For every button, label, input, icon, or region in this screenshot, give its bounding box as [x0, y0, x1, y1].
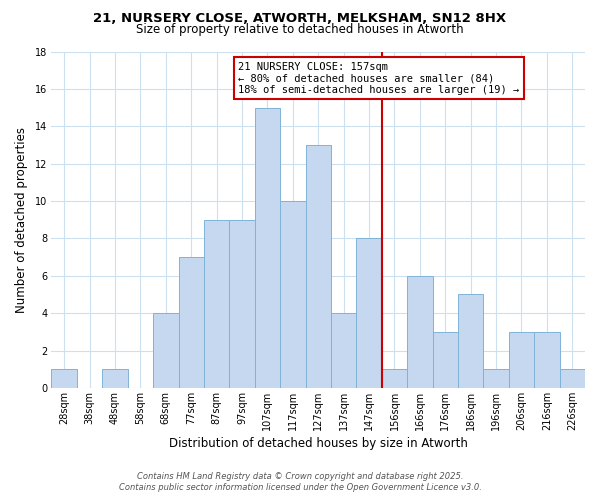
Bar — [153, 313, 179, 388]
Bar — [305, 145, 331, 388]
Y-axis label: Number of detached properties: Number of detached properties — [15, 126, 28, 312]
Bar — [458, 294, 484, 388]
Bar — [255, 108, 280, 388]
Bar — [560, 369, 585, 388]
X-axis label: Distribution of detached houses by size in Atworth: Distribution of detached houses by size … — [169, 437, 467, 450]
Bar — [484, 369, 509, 388]
Bar — [407, 276, 433, 388]
Bar — [280, 201, 305, 388]
Bar — [331, 313, 356, 388]
Bar — [179, 257, 204, 388]
Bar — [52, 369, 77, 388]
Bar — [102, 369, 128, 388]
Bar — [229, 220, 255, 388]
Bar — [356, 238, 382, 388]
Text: 21 NURSERY CLOSE: 157sqm
← 80% of detached houses are smaller (84)
18% of semi-d: 21 NURSERY CLOSE: 157sqm ← 80% of detach… — [238, 62, 520, 95]
Text: Contains HM Land Registry data © Crown copyright and database right 2025.
Contai: Contains HM Land Registry data © Crown c… — [119, 472, 481, 492]
Bar — [534, 332, 560, 388]
Bar — [433, 332, 458, 388]
Text: Size of property relative to detached houses in Atworth: Size of property relative to detached ho… — [136, 22, 464, 36]
Bar — [204, 220, 229, 388]
Bar — [509, 332, 534, 388]
Text: 21, NURSERY CLOSE, ATWORTH, MELKSHAM, SN12 8HX: 21, NURSERY CLOSE, ATWORTH, MELKSHAM, SN… — [94, 12, 506, 26]
Bar — [382, 369, 407, 388]
